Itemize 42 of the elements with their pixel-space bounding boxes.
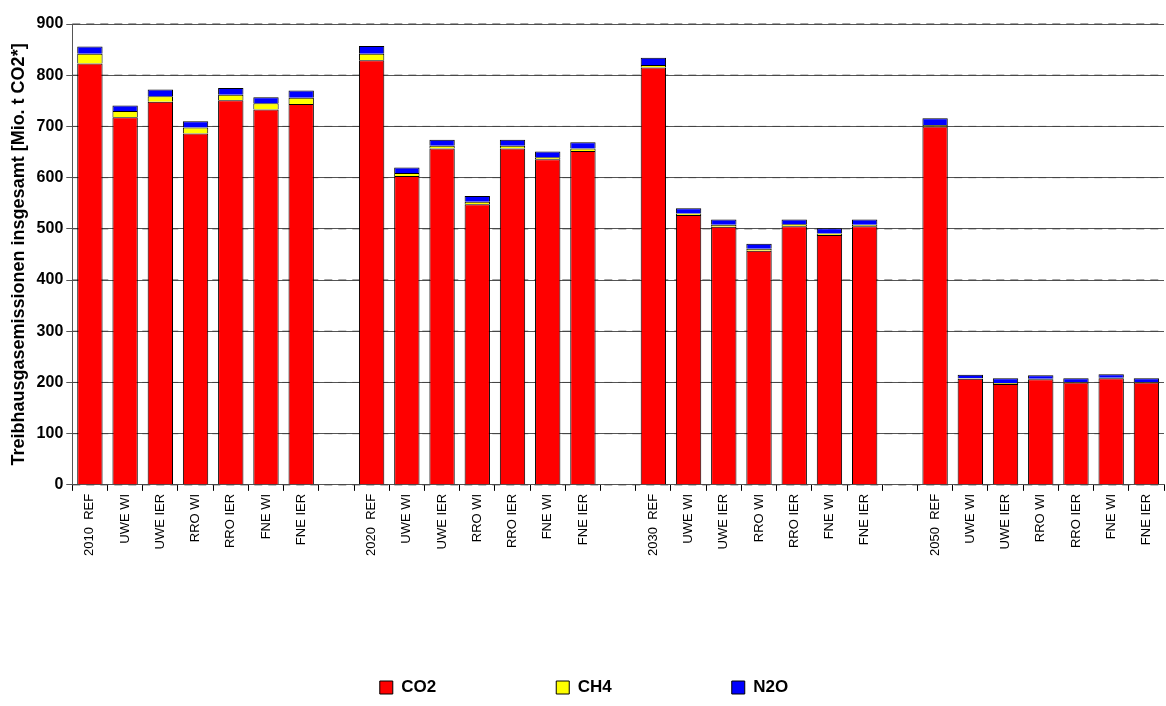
- x-tick-label: UWE IER: [997, 493, 1013, 550]
- x-tick-label: FNE IER: [1137, 493, 1153, 546]
- x-tick-label: UWE WI: [116, 493, 132, 544]
- y-tick-label: 0: [54, 475, 64, 493]
- y-tick-label: 100: [36, 424, 64, 442]
- x-tick-label: FNE WI: [539, 493, 555, 540]
- x-tick-label: FNE IER: [292, 493, 308, 546]
- y-tick-label: 500: [36, 219, 64, 237]
- y-tick-label: 800: [36, 65, 64, 83]
- legend-label: CO2: [401, 677, 437, 697]
- x-tick-label: UWE IER: [433, 493, 449, 550]
- x-tick-label: UWE WI: [398, 493, 414, 544]
- y-tick-label: 700: [36, 116, 64, 134]
- x-tick-label: UWE IER: [715, 493, 731, 550]
- x-tick-label: RRO IER: [222, 493, 238, 549]
- x-tick-label: FNE IER: [856, 493, 872, 546]
- x-tick-label: 2020 REF: [363, 493, 379, 557]
- x-tick-label: 2030 REF: [644, 493, 660, 557]
- x-tick-label: RRO WI: [1032, 493, 1048, 543]
- x-tick-label: UWE WI: [961, 493, 977, 544]
- x-tick-label: RRO IER: [1067, 493, 1083, 549]
- x-tick-label: FNE IER: [574, 493, 590, 546]
- y-tick-label: 300: [36, 321, 64, 339]
- x-tick-label: RRO WI: [468, 493, 484, 543]
- x-tick-label: RRO IER: [785, 493, 801, 549]
- x-tick-label: RRO IER: [504, 493, 520, 549]
- x-tick-label: UWE IER: [151, 493, 167, 550]
- legend-label: CH4: [577, 677, 613, 697]
- x-tick-label: RRO WI: [187, 493, 203, 543]
- x-tick-label: 2050 REF: [926, 493, 942, 557]
- legend-label: N2O: [753, 677, 789, 697]
- x-tick-label: UWE WI: [680, 493, 696, 544]
- y-tick-label: 600: [36, 168, 64, 186]
- x-tick-label: FNE WI: [1102, 493, 1118, 540]
- x-tick-label: 2010 REF: [81, 493, 97, 557]
- y-tick-label: 200: [36, 372, 64, 390]
- x-tick-label: RRO WI: [750, 493, 766, 543]
- y-tick-label: 400: [36, 270, 64, 288]
- x-tick-label: FNE WI: [257, 493, 273, 540]
- x-tick-label: FNE WI: [821, 493, 837, 540]
- y-axis-title: Treibhausgasemissionen insgesamt [Mio. t CO2*]: [7, 43, 28, 466]
- y-tick-label: 900: [36, 14, 64, 32]
